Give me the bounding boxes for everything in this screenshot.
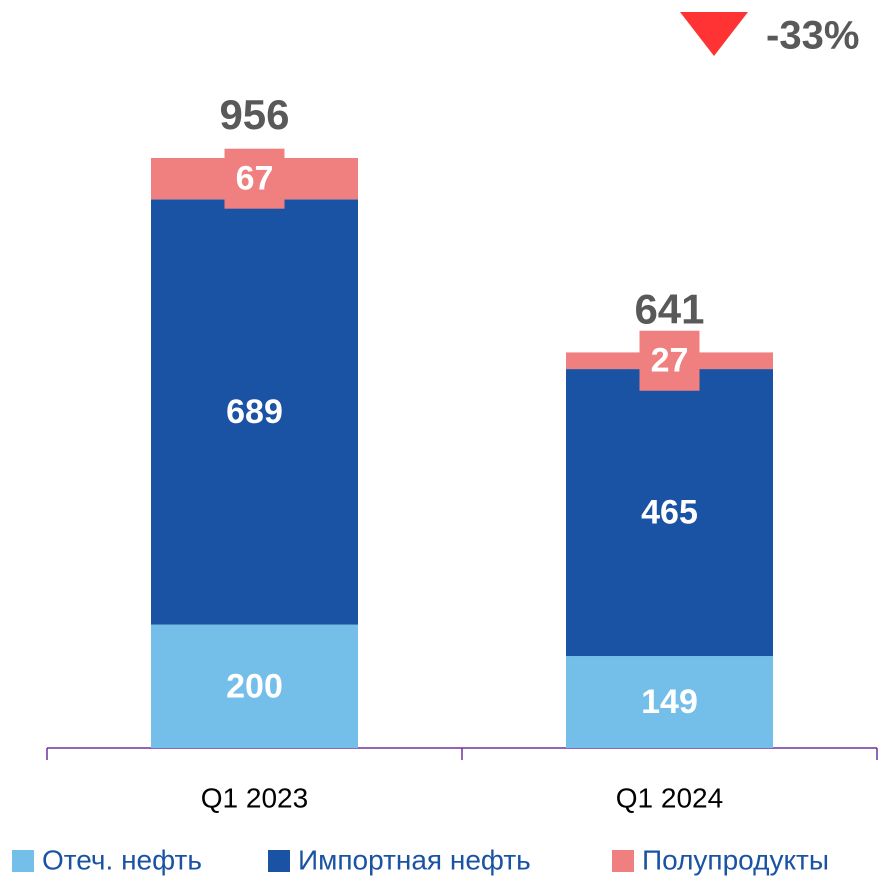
down-arrow — [680, 12, 748, 56]
x-tick-label: Q1 2024 — [616, 782, 723, 813]
segment-label: 149 — [641, 683, 698, 721]
label-box — [224, 148, 285, 209]
bar-segment — [151, 624, 358, 748]
legend-swatch — [12, 850, 34, 872]
bar-segment — [566, 369, 773, 657]
segment-label: 27 — [651, 342, 689, 380]
segment-label: 67 — [236, 160, 274, 198]
label-box — [639, 330, 700, 391]
segment-label: 200 — [226, 667, 283, 705]
bar-segment — [566, 656, 773, 748]
total-label: 956 — [219, 91, 289, 138]
bar-segment — [151, 199, 358, 625]
change-annotation: -33% — [766, 14, 859, 58]
x-tick-label: Q1 2023 — [201, 782, 308, 813]
legend-swatch — [268, 850, 290, 872]
legend-label: Отеч. нефть — [42, 844, 202, 875]
legend-label: Импортная нефть — [298, 844, 531, 875]
legend-label: Полупродукты — [642, 844, 829, 875]
segment-label: 689 — [226, 393, 283, 431]
legend-swatch — [612, 850, 634, 872]
total-label: 641 — [634, 285, 704, 332]
segment-label: 465 — [641, 494, 698, 532]
